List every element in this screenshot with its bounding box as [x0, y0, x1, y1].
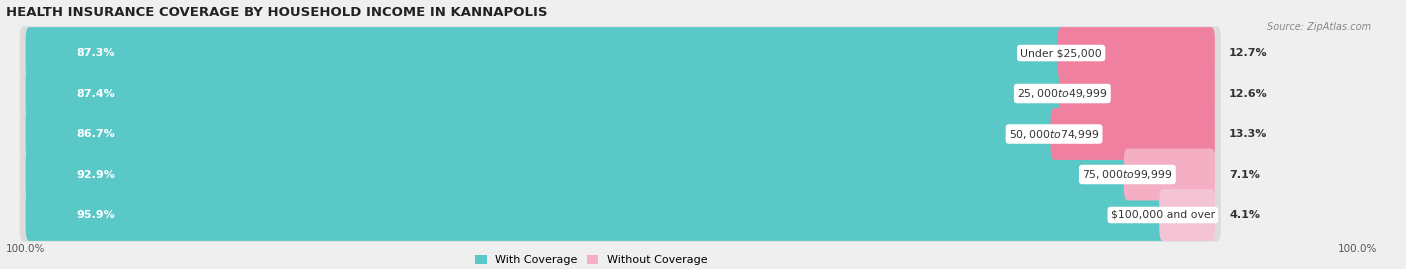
FancyBboxPatch shape — [20, 188, 1220, 242]
FancyBboxPatch shape — [1059, 68, 1215, 119]
FancyBboxPatch shape — [20, 148, 1220, 201]
Text: 13.3%: 13.3% — [1229, 129, 1267, 139]
Text: HEALTH INSURANCE COVERAGE BY HOUSEHOLD INCOME IN KANNAPOLIS: HEALTH INSURANCE COVERAGE BY HOUSEHOLD I… — [6, 6, 547, 19]
Text: Source: ZipAtlas.com: Source: ZipAtlas.com — [1267, 22, 1371, 31]
FancyBboxPatch shape — [25, 108, 1057, 160]
Text: $25,000 to $49,999: $25,000 to $49,999 — [1017, 87, 1108, 100]
Text: Under $25,000: Under $25,000 — [1021, 48, 1102, 58]
Text: 4.1%: 4.1% — [1229, 210, 1260, 220]
Text: 87.4%: 87.4% — [76, 89, 115, 98]
Text: 12.6%: 12.6% — [1229, 89, 1268, 98]
FancyBboxPatch shape — [1123, 148, 1215, 200]
Text: $50,000 to $74,999: $50,000 to $74,999 — [1010, 128, 1099, 140]
FancyBboxPatch shape — [1057, 27, 1215, 79]
FancyBboxPatch shape — [25, 189, 1167, 241]
Text: 87.3%: 87.3% — [76, 48, 115, 58]
Text: 92.9%: 92.9% — [76, 169, 115, 179]
Text: 86.7%: 86.7% — [76, 129, 115, 139]
Text: $100,000 and over: $100,000 and over — [1111, 210, 1215, 220]
FancyBboxPatch shape — [20, 107, 1220, 161]
FancyBboxPatch shape — [25, 68, 1066, 119]
FancyBboxPatch shape — [20, 67, 1220, 120]
Text: $75,000 to $99,999: $75,000 to $99,999 — [1083, 168, 1173, 181]
FancyBboxPatch shape — [1050, 108, 1215, 160]
Text: 100.0%: 100.0% — [1337, 244, 1376, 254]
Text: 7.1%: 7.1% — [1229, 169, 1260, 179]
Text: 100.0%: 100.0% — [6, 244, 45, 254]
Text: 95.9%: 95.9% — [76, 210, 115, 220]
FancyBboxPatch shape — [25, 27, 1064, 79]
Legend: With Coverage, Without Coverage: With Coverage, Without Coverage — [475, 254, 707, 265]
FancyBboxPatch shape — [20, 26, 1220, 80]
Text: 12.7%: 12.7% — [1229, 48, 1268, 58]
FancyBboxPatch shape — [25, 148, 1130, 200]
FancyBboxPatch shape — [1160, 189, 1215, 241]
